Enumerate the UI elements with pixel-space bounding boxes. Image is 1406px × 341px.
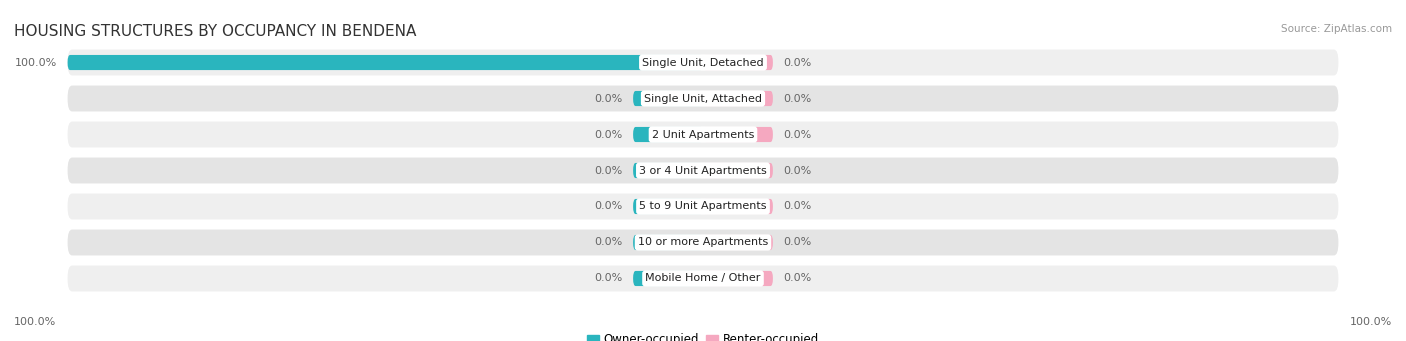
Text: 100.0%: 100.0%	[14, 317, 56, 327]
Text: 0.0%: 0.0%	[783, 273, 811, 283]
FancyBboxPatch shape	[633, 127, 703, 142]
Text: 0.0%: 0.0%	[783, 165, 811, 176]
FancyBboxPatch shape	[633, 271, 703, 286]
Text: 0.0%: 0.0%	[783, 202, 811, 211]
Text: 0.0%: 0.0%	[595, 202, 623, 211]
Text: 0.0%: 0.0%	[783, 58, 811, 68]
FancyBboxPatch shape	[703, 163, 773, 178]
FancyBboxPatch shape	[67, 55, 703, 70]
Text: 10 or more Apartments: 10 or more Apartments	[638, 237, 768, 248]
Text: 2 Unit Apartments: 2 Unit Apartments	[652, 130, 754, 139]
Text: Single Unit, Attached: Single Unit, Attached	[644, 93, 762, 104]
FancyBboxPatch shape	[67, 49, 1339, 75]
Text: Single Unit, Detached: Single Unit, Detached	[643, 58, 763, 68]
FancyBboxPatch shape	[67, 121, 1339, 147]
Text: 0.0%: 0.0%	[595, 165, 623, 176]
Text: 0.0%: 0.0%	[783, 130, 811, 139]
Legend: Owner-occupied, Renter-occupied: Owner-occupied, Renter-occupied	[582, 329, 824, 341]
Text: Source: ZipAtlas.com: Source: ZipAtlas.com	[1281, 24, 1392, 34]
FancyBboxPatch shape	[67, 266, 1339, 292]
FancyBboxPatch shape	[703, 127, 773, 142]
Text: 0.0%: 0.0%	[783, 237, 811, 248]
FancyBboxPatch shape	[703, 91, 773, 106]
FancyBboxPatch shape	[633, 199, 703, 214]
FancyBboxPatch shape	[703, 235, 773, 250]
Text: 0.0%: 0.0%	[595, 237, 623, 248]
FancyBboxPatch shape	[703, 55, 773, 70]
FancyBboxPatch shape	[67, 194, 1339, 220]
Text: 0.0%: 0.0%	[783, 93, 811, 104]
Text: 0.0%: 0.0%	[595, 130, 623, 139]
Text: 0.0%: 0.0%	[595, 273, 623, 283]
FancyBboxPatch shape	[633, 235, 703, 250]
Text: HOUSING STRUCTURES BY OCCUPANCY IN BENDENA: HOUSING STRUCTURES BY OCCUPANCY IN BENDE…	[14, 24, 416, 39]
Text: 5 to 9 Unit Apartments: 5 to 9 Unit Apartments	[640, 202, 766, 211]
FancyBboxPatch shape	[67, 86, 1339, 112]
FancyBboxPatch shape	[67, 229, 1339, 255]
FancyBboxPatch shape	[703, 199, 773, 214]
Text: 100.0%: 100.0%	[15, 58, 58, 68]
FancyBboxPatch shape	[67, 158, 1339, 183]
Text: 100.0%: 100.0%	[1350, 317, 1392, 327]
FancyBboxPatch shape	[633, 163, 703, 178]
Text: 3 or 4 Unit Apartments: 3 or 4 Unit Apartments	[640, 165, 766, 176]
Text: Mobile Home / Other: Mobile Home / Other	[645, 273, 761, 283]
Text: 0.0%: 0.0%	[595, 93, 623, 104]
FancyBboxPatch shape	[703, 271, 773, 286]
FancyBboxPatch shape	[633, 91, 703, 106]
